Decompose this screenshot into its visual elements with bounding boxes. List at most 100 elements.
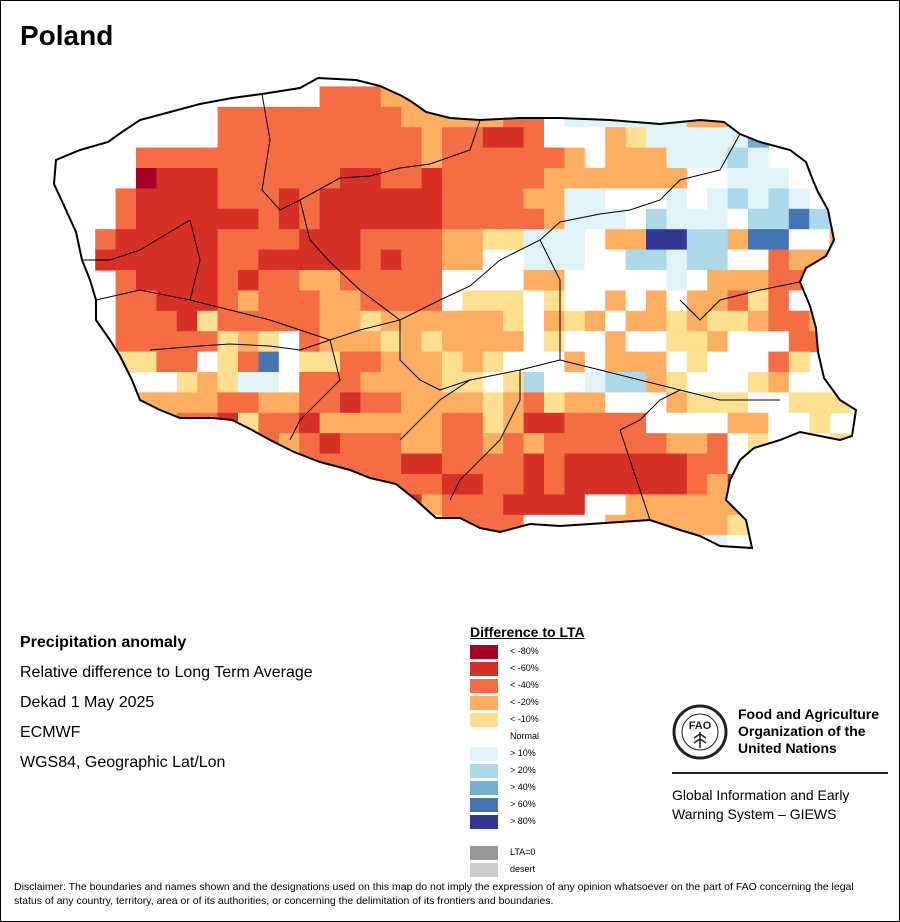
grid-cell: [809, 453, 831, 475]
grid-cell: [278, 106, 300, 128]
grid-cell: [727, 433, 749, 455]
grid-cell: [176, 270, 198, 291]
grid-cell: [748, 392, 769, 414]
grid-cell: [646, 351, 667, 373]
legend-item: > 80%: [470, 814, 585, 831]
grid-cell: [197, 412, 219, 434]
grid-cell: [299, 474, 321, 495]
grid-cell: [462, 474, 484, 495]
grid-cell: [503, 249, 525, 271]
legend-swatch: [470, 798, 498, 812]
grid-cell: [707, 290, 729, 312]
grid-cell: [462, 168, 484, 189]
grid-cell: [238, 127, 259, 149]
grid-cell: [564, 290, 586, 312]
legend-label: Normal: [510, 731, 540, 741]
grid-cell: [197, 188, 219, 210]
grid-cell: [727, 290, 749, 312]
grid-cell: [401, 127, 423, 149]
grid-cell: [523, 453, 545, 475]
grid-cell: [340, 412, 361, 434]
grid-cell: [421, 229, 443, 251]
grid-cell: [299, 412, 321, 434]
grid-cell: [176, 188, 198, 210]
grid-cell: [768, 474, 790, 495]
grid-cell: [564, 494, 586, 516]
grid-cell: [421, 310, 443, 332]
grid-cell: [829, 208, 851, 230]
grid-cell: [788, 351, 810, 373]
grid-cell: [278, 147, 300, 169]
grid-cell: [360, 290, 382, 312]
grid-cell: [625, 106, 647, 128]
grid-cell: [299, 249, 321, 271]
grid-cell: [217, 168, 239, 189]
grid-cell: [768, 270, 790, 291]
grid-cell: [707, 106, 729, 128]
grid-cell: [482, 331, 504, 353]
legend-label: < -80%: [510, 646, 539, 656]
grid-cell: [95, 229, 117, 251]
grid-cell: [258, 474, 280, 495]
grid-cell: [115, 229, 137, 251]
grid-cell: [156, 331, 178, 353]
grid-cell: [666, 106, 688, 128]
legend-swatch: [470, 645, 498, 659]
grid-cell: [523, 310, 545, 332]
grid-cell: [462, 351, 484, 373]
info-line: Dekad 1 May 2025: [20, 694, 155, 711]
grid-cell: [340, 168, 361, 189]
grid-cell: [686, 351, 708, 373]
grid-cell: [319, 249, 341, 271]
grid-cell: [299, 290, 321, 312]
grid-cell: [707, 270, 729, 291]
grid-cell: [605, 412, 627, 434]
grid-cell: [646, 208, 667, 230]
grid-cell: [258, 290, 280, 312]
grid-cell: [380, 453, 402, 475]
grid-cell: [421, 208, 443, 230]
grid-cell: [176, 249, 198, 271]
grid-cell: [156, 310, 178, 332]
grid-cell: [666, 392, 688, 414]
grid-cell: [380, 229, 402, 251]
grid-cell: [238, 433, 259, 455]
grid-cell: [584, 535, 606, 548]
giews-name: Global Information and Early Warning Sys…: [672, 786, 888, 824]
grid-cell: [768, 372, 790, 393]
grid-cell: [238, 168, 259, 189]
giews-line: Global Information and Early: [672, 787, 850, 803]
grid-cell: [503, 412, 525, 434]
grid-cell: [768, 351, 790, 373]
grid-cell: [544, 453, 565, 475]
grid-cell: [646, 310, 667, 332]
grid-cell: [156, 208, 178, 230]
grid-cell: [442, 494, 463, 516]
grid-cell: [809, 474, 831, 495]
legend-swatch: [470, 764, 498, 778]
grid-cell: [727, 514, 749, 536]
grid-cell: [360, 270, 382, 291]
grid-cell: [217, 433, 239, 455]
grid-cell: [523, 229, 545, 251]
grid-cell: [197, 310, 219, 332]
grid-cell: [442, 168, 463, 189]
grid-cell: [299, 433, 321, 455]
grid-cell: [686, 392, 708, 414]
grid-cell: [401, 474, 423, 495]
legend-label: > 80%: [510, 816, 536, 826]
legend-item: < -20%: [470, 695, 585, 712]
grid-cell: [748, 474, 769, 495]
grid-cell: [707, 147, 729, 169]
grid-cell: [319, 188, 341, 210]
grid-cell: [584, 474, 606, 495]
grid-cell: [442, 433, 463, 455]
grid-cell: [829, 453, 851, 475]
grid-cell: [442, 412, 463, 434]
grid-cell: [442, 127, 463, 149]
grid-cell: [380, 331, 402, 353]
grid-cell: [299, 188, 321, 210]
grid-cell: [605, 494, 627, 516]
info-line: ECMWF: [20, 724, 81, 741]
grid-cell: [299, 147, 321, 169]
